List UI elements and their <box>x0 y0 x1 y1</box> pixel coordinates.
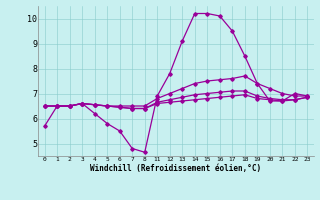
X-axis label: Windchill (Refroidissement éolien,°C): Windchill (Refroidissement éolien,°C) <box>91 164 261 173</box>
